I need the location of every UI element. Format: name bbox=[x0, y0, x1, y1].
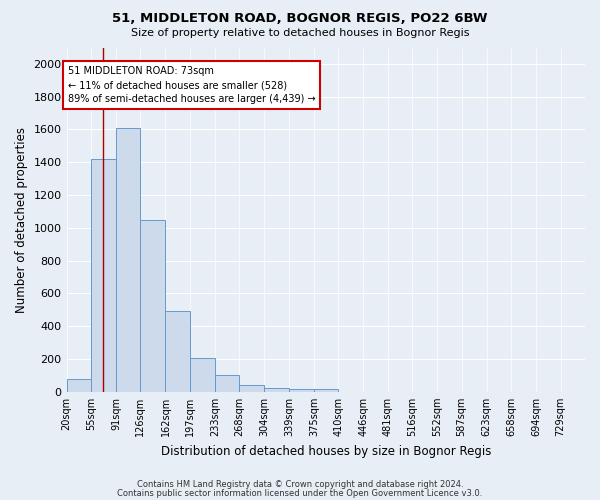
Bar bbox=[289, 388, 314, 392]
Bar bbox=[166, 312, 190, 392]
Y-axis label: Number of detached properties: Number of detached properties bbox=[15, 126, 28, 312]
Bar bbox=[116, 128, 140, 392]
Bar bbox=[67, 378, 91, 392]
Text: Contains public sector information licensed under the Open Government Licence v3: Contains public sector information licen… bbox=[118, 488, 482, 498]
Text: Contains HM Land Registry data © Crown copyright and database right 2024.: Contains HM Land Registry data © Crown c… bbox=[137, 480, 463, 489]
Bar bbox=[190, 358, 215, 392]
Text: Size of property relative to detached houses in Bognor Regis: Size of property relative to detached ho… bbox=[131, 28, 469, 38]
Bar bbox=[314, 390, 338, 392]
Text: 51 MIDDLETON ROAD: 73sqm
← 11% of detached houses are smaller (528)
89% of semi-: 51 MIDDLETON ROAD: 73sqm ← 11% of detach… bbox=[68, 66, 316, 104]
Bar bbox=[140, 220, 166, 392]
Bar bbox=[91, 159, 116, 392]
Bar bbox=[215, 374, 239, 392]
Bar bbox=[239, 385, 265, 392]
X-axis label: Distribution of detached houses by size in Bognor Regis: Distribution of detached houses by size … bbox=[161, 444, 491, 458]
Bar bbox=[265, 388, 289, 392]
Text: 51, MIDDLETON ROAD, BOGNOR REGIS, PO22 6BW: 51, MIDDLETON ROAD, BOGNOR REGIS, PO22 6… bbox=[112, 12, 488, 26]
